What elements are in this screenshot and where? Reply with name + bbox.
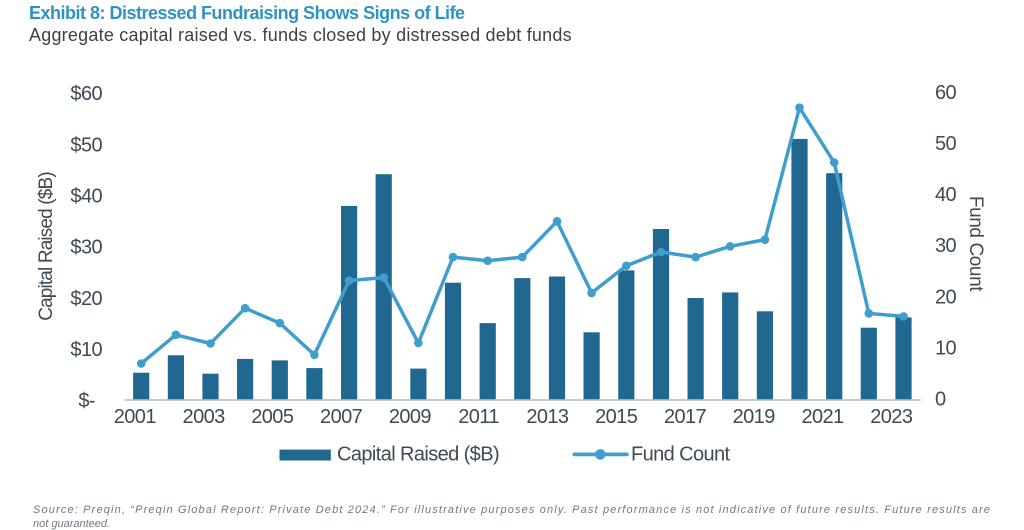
svg-text:2005: 2005 — [251, 406, 294, 428]
svg-text:$20: $20 — [70, 288, 102, 310]
svg-text:30: 30 — [935, 235, 957, 257]
svg-text:2001: 2001 — [114, 406, 157, 428]
svg-text:10: 10 — [935, 338, 957, 360]
svg-text:2009: 2009 — [389, 406, 432, 428]
svg-text:2015: 2015 — [595, 406, 638, 428]
svg-text:Exhibit 8: Distressed Fundrais: Exhibit 8: Distressed Fundraising Shows … — [29, 3, 465, 23]
svg-text:2021: 2021 — [801, 406, 844, 428]
svg-text:Aggregate capital raised vs. f: Aggregate capital raised vs. funds close… — [29, 25, 572, 45]
svg-text:Fund Count: Fund Count — [965, 196, 986, 292]
svg-text:0: 0 — [935, 389, 946, 411]
svg-text:2011: 2011 — [458, 406, 499, 428]
svg-text:$50: $50 — [70, 134, 102, 156]
svg-text:2007: 2007 — [320, 406, 363, 428]
svg-text:$30: $30 — [70, 237, 102, 259]
svg-text:$-: $- — [78, 390, 95, 412]
svg-text:2013: 2013 — [526, 406, 569, 428]
svg-text:2003: 2003 — [183, 406, 226, 428]
svg-text:40: 40 — [935, 184, 957, 206]
svg-text:Capital Raised ($B): Capital Raised ($B) — [337, 444, 499, 466]
svg-text:2017: 2017 — [664, 406, 707, 428]
svg-text:20: 20 — [935, 286, 957, 308]
svg-text:2019: 2019 — [733, 406, 776, 428]
svg-text:$40: $40 — [70, 186, 102, 208]
svg-text:Source: Preqin, “Preqin Global: Source: Preqin, “Preqin Global Report: P… — [33, 504, 990, 516]
svg-text:not guaranteed.: not guaranteed. — [33, 518, 110, 530]
svg-text:$60: $60 — [70, 83, 102, 105]
svg-text:2023: 2023 — [870, 406, 913, 428]
svg-text:$10: $10 — [70, 339, 102, 361]
svg-text:Fund Count: Fund Count — [631, 444, 731, 466]
svg-text:Capital Raised ($B): Capital Raised ($B) — [36, 172, 57, 321]
svg-text:60: 60 — [935, 82, 957, 104]
svg-text:50: 50 — [935, 133, 957, 155]
